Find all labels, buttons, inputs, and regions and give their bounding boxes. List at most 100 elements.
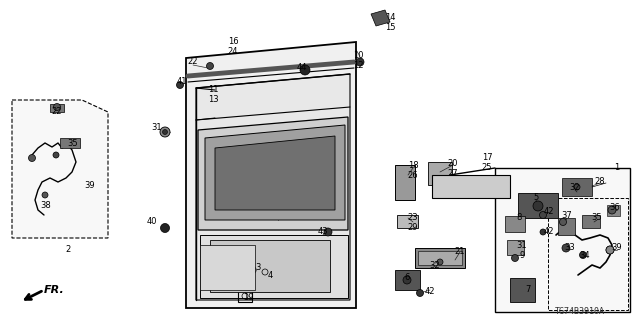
Text: 7: 7 <box>525 285 531 294</box>
Polygon shape <box>558 218 575 235</box>
Circle shape <box>540 212 547 219</box>
Circle shape <box>606 246 614 254</box>
Circle shape <box>574 184 580 190</box>
Text: 32: 32 <box>429 260 440 269</box>
Polygon shape <box>198 117 348 230</box>
Circle shape <box>29 155 35 162</box>
Polygon shape <box>397 215 418 228</box>
Bar <box>200 245 255 290</box>
Text: 20: 20 <box>448 158 458 167</box>
Text: 25: 25 <box>482 164 492 172</box>
Text: 41: 41 <box>177 77 188 86</box>
Text: 33: 33 <box>564 244 575 252</box>
Text: 37: 37 <box>562 211 572 220</box>
Circle shape <box>417 290 424 297</box>
Polygon shape <box>200 235 348 298</box>
Circle shape <box>161 223 170 233</box>
Polygon shape <box>186 42 356 308</box>
Polygon shape <box>395 270 420 290</box>
Text: 43: 43 <box>317 228 328 236</box>
Text: 23: 23 <box>408 213 419 222</box>
Circle shape <box>324 228 332 236</box>
Text: TG74B3910A: TG74B3910A <box>555 308 605 316</box>
Text: 39: 39 <box>84 180 95 189</box>
Polygon shape <box>518 193 558 218</box>
Circle shape <box>579 252 586 259</box>
Text: 44: 44 <box>297 63 307 73</box>
Text: 34: 34 <box>580 251 590 260</box>
Polygon shape <box>505 216 525 232</box>
Text: 27: 27 <box>448 169 458 178</box>
Text: 2: 2 <box>65 245 70 254</box>
Circle shape <box>608 206 616 214</box>
Text: 39: 39 <box>612 244 622 252</box>
Text: 35: 35 <box>592 213 602 222</box>
Text: 14: 14 <box>385 13 396 22</box>
Polygon shape <box>495 168 630 312</box>
Text: 13: 13 <box>208 95 218 105</box>
Circle shape <box>356 58 364 66</box>
Circle shape <box>437 259 443 265</box>
Text: 42: 42 <box>544 228 554 236</box>
Circle shape <box>207 62 214 69</box>
Circle shape <box>177 82 184 89</box>
Polygon shape <box>418 251 462 265</box>
Circle shape <box>53 152 59 158</box>
Text: 31: 31 <box>152 124 163 132</box>
Text: 38: 38 <box>40 201 51 210</box>
Circle shape <box>300 65 310 75</box>
Text: 1: 1 <box>614 164 620 172</box>
Text: 17: 17 <box>482 154 492 163</box>
Text: 40: 40 <box>147 218 157 227</box>
Polygon shape <box>562 178 592 196</box>
Text: 22: 22 <box>52 108 62 116</box>
Polygon shape <box>415 248 465 268</box>
Circle shape <box>42 192 48 198</box>
Text: 12: 12 <box>353 60 364 69</box>
Text: 26: 26 <box>408 171 419 180</box>
Text: 18: 18 <box>408 161 419 170</box>
Circle shape <box>314 193 321 199</box>
Polygon shape <box>510 278 535 302</box>
Text: 19: 19 <box>243 293 253 302</box>
Text: 21: 21 <box>455 247 465 257</box>
Text: 15: 15 <box>385 23 396 33</box>
Circle shape <box>606 246 614 254</box>
Text: 24: 24 <box>228 47 238 57</box>
Polygon shape <box>215 136 335 210</box>
Text: 36: 36 <box>610 204 620 212</box>
Text: 42: 42 <box>425 287 435 297</box>
Circle shape <box>559 219 566 226</box>
Polygon shape <box>582 215 600 228</box>
Polygon shape <box>205 125 345 220</box>
Circle shape <box>511 254 518 261</box>
Text: 4: 4 <box>268 270 273 279</box>
Text: FR.: FR. <box>44 285 65 295</box>
Circle shape <box>54 103 61 110</box>
Circle shape <box>533 201 543 211</box>
Polygon shape <box>196 74 350 300</box>
Text: 31: 31 <box>516 241 527 250</box>
Polygon shape <box>60 138 80 148</box>
Polygon shape <box>395 165 415 200</box>
Circle shape <box>163 130 168 134</box>
Text: 29: 29 <box>408 223 419 233</box>
Text: 42: 42 <box>544 207 554 217</box>
Text: 10: 10 <box>353 51 364 60</box>
Polygon shape <box>432 175 510 198</box>
Text: 3: 3 <box>255 263 260 273</box>
Polygon shape <box>428 162 452 185</box>
Text: 30: 30 <box>317 183 328 193</box>
Polygon shape <box>50 104 64 112</box>
Polygon shape <box>507 240 524 255</box>
Text: 5: 5 <box>533 194 539 203</box>
Text: 16: 16 <box>228 37 238 46</box>
Text: 9: 9 <box>520 251 525 260</box>
Polygon shape <box>12 100 108 238</box>
Text: 32: 32 <box>570 183 580 193</box>
Text: 8: 8 <box>516 213 522 222</box>
Bar <box>548 198 628 310</box>
Text: 35: 35 <box>68 139 78 148</box>
Bar <box>210 240 330 292</box>
Text: 11: 11 <box>208 85 218 94</box>
